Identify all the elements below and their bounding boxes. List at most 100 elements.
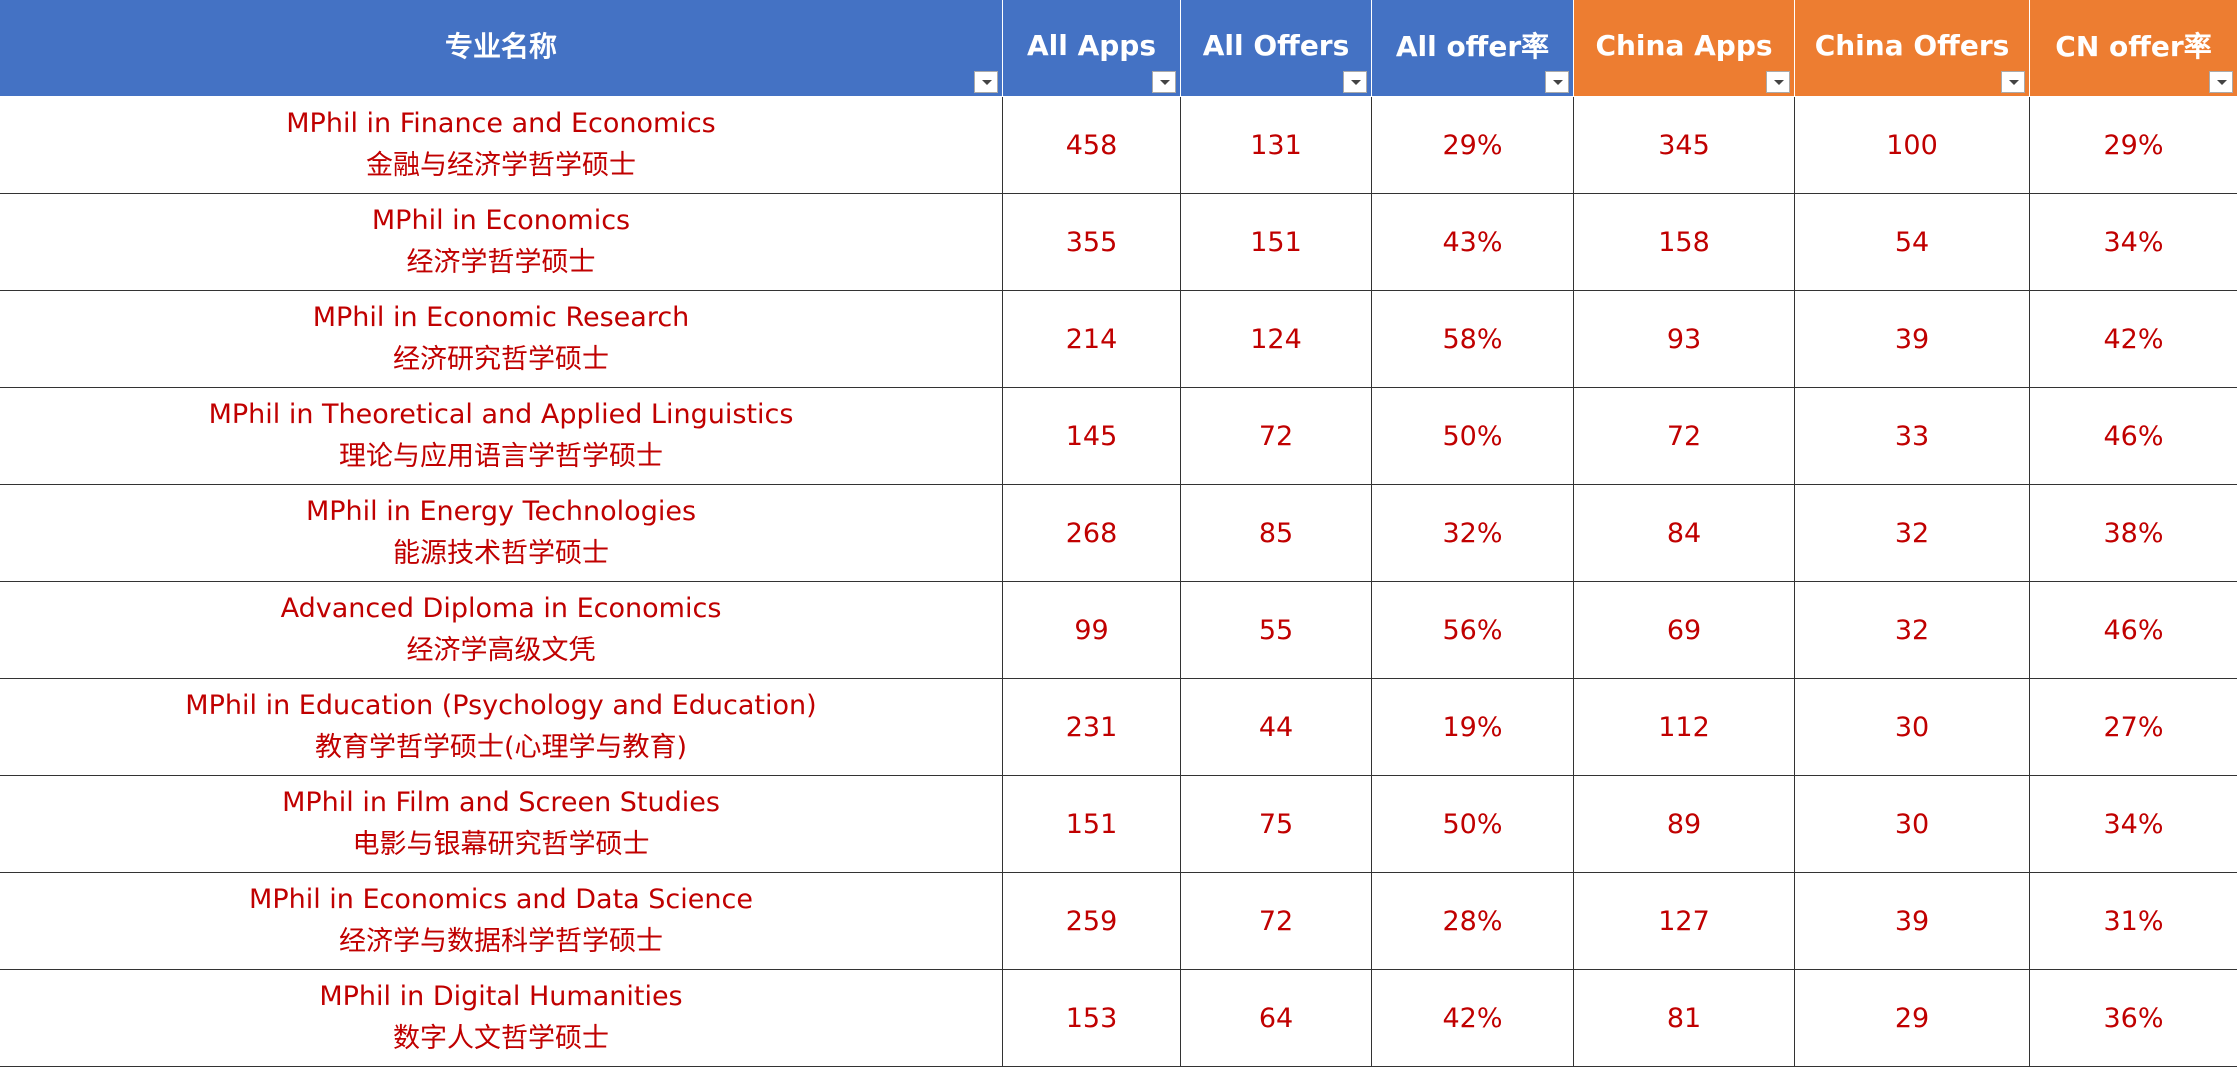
program-name: MPhil in Economics and Data Science <box>249 884 753 915</box>
data-cell: 56% <box>1372 582 1574 679</box>
data-cell: 153 <box>1003 970 1181 1067</box>
program-name-cn: 金融与经济学哲学硕士 <box>366 150 636 181</box>
data-cell: 81 <box>1574 970 1795 1067</box>
data-cell: 50% <box>1372 388 1574 485</box>
data-cell: 55 <box>1181 582 1372 679</box>
data-cell: 39 <box>1795 873 2030 970</box>
header-cell: CN offer率 <box>2030 0 2237 97</box>
data-cell: 31% <box>2030 873 2237 970</box>
data-cell: 84 <box>1574 485 1795 582</box>
filter-button[interactable] <box>2001 71 2025 93</box>
data-cell: 151 <box>1003 776 1181 873</box>
data-cell: 32 <box>1795 582 2030 679</box>
program-name: MPhil in Theoretical and Applied Linguis… <box>208 399 794 430</box>
data-cell: 39 <box>1795 291 2030 388</box>
program-name-cn: 经济研究哲学硕士 <box>393 344 609 375</box>
data-cell: 34% <box>2030 194 2237 291</box>
header-label: 专业名称 <box>444 30 557 63</box>
header-label: All Offers <box>1202 28 1350 62</box>
data-cell: 50% <box>1372 776 1574 873</box>
program-name-cn: 能源技术哲学硕士 <box>393 538 609 569</box>
data-cell: 145 <box>1003 388 1181 485</box>
data-cell: 30 <box>1795 776 2030 873</box>
program-cell: MPhil in Energy Technologies 能源技术哲学硕士 <box>0 485 1003 582</box>
data-cell: 54 <box>1795 194 2030 291</box>
program-name: MPhil in Economic Research <box>312 302 690 333</box>
header-label: All offer率 <box>1395 30 1550 63</box>
program-name-cn: 数字人文哲学硕士 <box>393 1023 609 1054</box>
program-cell: MPhil in Education (Psychology and Educa… <box>0 679 1003 776</box>
header-label: CN offer率 <box>2055 30 2212 63</box>
header-cell: All offer率 <box>1372 0 1574 97</box>
data-cell: 44 <box>1181 679 1372 776</box>
header-cell: All Apps <box>1003 0 1181 97</box>
filter-button[interactable] <box>1766 71 1790 93</box>
program-name: MPhil in Film and Screen Studies <box>282 787 720 818</box>
program-name-cn: 经济学高级文凭 <box>406 635 596 666</box>
data-cell: 89 <box>1574 776 1795 873</box>
data-cell: 64 <box>1181 970 1372 1067</box>
data-cell: 259 <box>1003 873 1181 970</box>
program-cell: MPhil in Digital Humanities 数字人文哲学硕士 <box>0 970 1003 1067</box>
data-cell: 27% <box>2030 679 2237 776</box>
filter-button[interactable] <box>1152 71 1176 93</box>
data-cell: 93 <box>1574 291 1795 388</box>
header-cell: All Offers <box>1181 0 1372 97</box>
data-cell: 32% <box>1372 485 1574 582</box>
data-cell: 158 <box>1574 194 1795 291</box>
data-cell: 29 <box>1795 970 2030 1067</box>
program-name: MPhil in Economics <box>371 205 631 236</box>
data-cell: 42% <box>1372 970 1574 1067</box>
data-cell: 38% <box>2030 485 2237 582</box>
program-name: MPhil in Energy Technologies <box>305 496 697 527</box>
program-name: MPhil in Education (Psychology and Educa… <box>185 690 817 721</box>
program-name: Advanced Diploma in Economics <box>280 593 722 624</box>
data-cell: 34% <box>2030 776 2237 873</box>
data-cell: 29% <box>1372 97 1574 194</box>
program-cell: Advanced Diploma in Economics 经济学高级文凭 <box>0 582 1003 679</box>
program-name: MPhil in Finance and Economics <box>286 108 716 139</box>
data-cell: 46% <box>2030 388 2237 485</box>
header-cell: 专业名称 <box>0 0 1003 97</box>
filter-button[interactable] <box>974 71 998 93</box>
data-cell: 36% <box>2030 970 2237 1067</box>
data-cell: 458 <box>1003 97 1181 194</box>
program-cell: MPhil in Economics 经济学哲学硕士 <box>0 194 1003 291</box>
program-name: MPhil in Digital Humanities <box>319 981 683 1012</box>
data-cell: 268 <box>1003 485 1181 582</box>
header-label: China Apps <box>1595 28 1773 62</box>
program-name-cn: 理论与应用语言学哲学硕士 <box>339 441 663 472</box>
data-cell: 85 <box>1181 485 1372 582</box>
data-cell: 131 <box>1181 97 1372 194</box>
data-cell: 72 <box>1574 388 1795 485</box>
program-cell: MPhil in Economic Research 经济研究哲学硕士 <box>0 291 1003 388</box>
filter-button[interactable] <box>1545 71 1569 93</box>
data-cell: 355 <box>1003 194 1181 291</box>
program-name-cn: 电影与银幕研究哲学硕士 <box>352 829 650 860</box>
header-cell: China Offers <box>1795 0 2030 97</box>
data-cell: 75 <box>1181 776 1372 873</box>
data-cell: 72 <box>1181 873 1372 970</box>
data-cell: 72 <box>1181 388 1372 485</box>
data-cell: 32 <box>1795 485 2030 582</box>
filter-button[interactable] <box>2209 71 2233 93</box>
filter-button[interactable] <box>1343 71 1367 93</box>
data-cell: 33 <box>1795 388 2030 485</box>
program-cell: MPhil in Film and Screen Studies 电影与银幕研究哲… <box>0 776 1003 873</box>
program-name-cn: 经济学哲学硕士 <box>406 247 596 278</box>
data-cell: 214 <box>1003 291 1181 388</box>
data-cell: 42% <box>2030 291 2237 388</box>
data-cell: 28% <box>1372 873 1574 970</box>
data-cell: 127 <box>1574 873 1795 970</box>
header-cell: China Apps <box>1574 0 1795 97</box>
data-cell: 43% <box>1372 194 1574 291</box>
data-cell: 46% <box>2030 582 2237 679</box>
program-cell: MPhil in Economics and Data Science 经济学与数… <box>0 873 1003 970</box>
program-name-cn: 教育学哲学硕士(心理学与教育) <box>314 732 688 763</box>
program-name-cn: 经济学与数据科学哲学硕士 <box>339 926 663 957</box>
data-cell: 99 <box>1003 582 1181 679</box>
data-cell: 151 <box>1181 194 1372 291</box>
data-cell: 69 <box>1574 582 1795 679</box>
data-cell: 345 <box>1574 97 1795 194</box>
